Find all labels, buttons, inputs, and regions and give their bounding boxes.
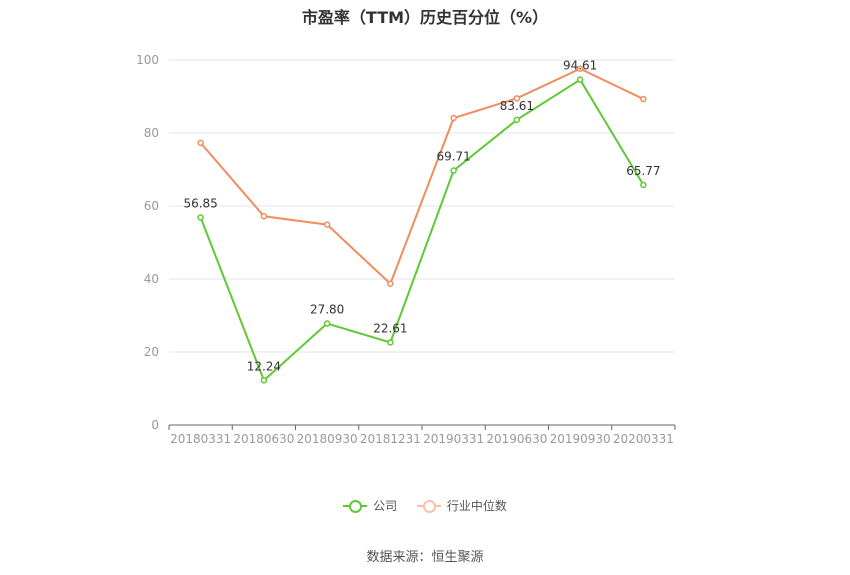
legend-swatch-company (343, 499, 368, 513)
x-tick-label: 20190331 (423, 432, 484, 446)
data-label: 94.61 (563, 59, 597, 73)
series-group (197, 65, 647, 384)
data-label: 22.61 (373, 321, 407, 335)
legend: 公司 行业中位数 (0, 497, 850, 516)
series-point-1 (640, 95, 647, 103)
series-point-1 (450, 114, 457, 122)
x-tick-label: 20190630 (486, 432, 547, 446)
data-label: 83.61 (500, 99, 534, 113)
x-tick-label: 20200331 (613, 432, 674, 446)
y-tick-label: 40 (144, 272, 159, 286)
data-labels: 56.85 12.24 27.80 22.61 69.71 83.61 94.61 65.77 (183, 59, 660, 374)
data-label: 12.24 (247, 359, 281, 373)
x-tick-label: 20180630 (233, 432, 294, 446)
y-tick-label: 80 (144, 126, 159, 140)
series-point-1 (197, 139, 204, 147)
y-tick-label: 60 (144, 199, 159, 213)
legend-label-company: 公司 (373, 499, 398, 513)
series-point-0 (640, 181, 647, 189)
series-point-0 (323, 320, 331, 327)
series-point-0 (513, 116, 521, 124)
y-tick-label: 0 (151, 418, 159, 432)
x-tick-label: 20180331 (170, 432, 231, 446)
x-tick-label: 20180930 (297, 432, 358, 446)
axes: 0 20 40 60 80 100 20180331 20180630 20180930 2018… (136, 53, 676, 446)
series-point-0 (576, 76, 584, 83)
series-point-1 (323, 221, 331, 228)
source-note: 数据来源：恒生聚源 (366, 550, 484, 565)
series-line-1 (199, 67, 644, 285)
data-label: 65.77 (626, 164, 660, 178)
legend-item-industry-median[interactable]: 行业中位数 (416, 497, 507, 514)
series-line-0 (199, 78, 645, 382)
series-point-0 (387, 339, 394, 346)
series-point-1 (260, 212, 268, 220)
legend-item-company[interactable]: 公司 (343, 497, 397, 514)
series-point-0 (260, 377, 268, 384)
y-tick-label: 100 (136, 53, 159, 67)
grid-lines (169, 59, 675, 353)
series-point-0 (450, 167, 457, 174)
series-point-0 (197, 214, 204, 221)
x-tick-label: 20181231 (360, 432, 421, 446)
series-point-1 (576, 65, 584, 73)
y-tick-label: 20 (144, 345, 159, 359)
data-label: 69.71 (436, 150, 470, 164)
legend-label-industry-median: 行业中位数 (446, 499, 507, 513)
data-label: 27.80 (310, 303, 344, 317)
legend-swatch-industry-median (416, 499, 441, 513)
series-point-1 (513, 95, 521, 102)
series-point-1 (387, 280, 394, 287)
chart-title: 市盈率（TTM）历史百分位（%） (301, 8, 549, 27)
data-label: 56.85 (183, 196, 217, 210)
x-tick-label: 20190930 (550, 432, 611, 446)
